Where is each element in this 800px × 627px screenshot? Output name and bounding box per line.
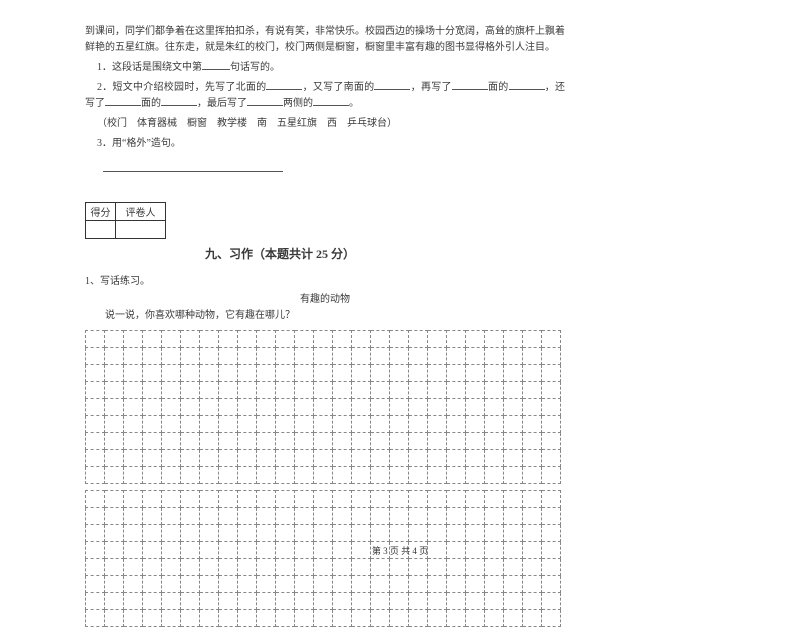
q2-i: 。: [349, 98, 359, 109]
blank[interactable]: [161, 96, 197, 106]
page-footer: 第 3 页 共 4 页: [0, 544, 800, 557]
q2-d: 面的: [488, 82, 509, 93]
blank[interactable]: [452, 80, 488, 90]
blank[interactable]: [247, 96, 283, 106]
writing-title: 有趣的动物: [85, 290, 565, 305]
writing-grid-2[interactable]: [85, 490, 565, 627]
q2-f: 面的: [141, 98, 161, 109]
q2-a: 2．短文中介绍校园时，先写了北面的: [97, 82, 266, 93]
question-1: 1．这段话是围绕文中第 句话写的。: [85, 60, 565, 76]
blank[interactable]: [509, 80, 545, 90]
q1-text-b: 句话写的。: [230, 62, 280, 73]
grader-cell[interactable]: [116, 221, 166, 239]
writing-grid-1[interactable]: [85, 330, 565, 484]
answer-line[interactable]: [103, 158, 283, 172]
blank[interactable]: [202, 60, 230, 70]
writing-q: 1、写话练习。: [85, 272, 565, 287]
q2-h: 两侧的: [283, 98, 313, 109]
score-cell[interactable]: [86, 221, 116, 239]
blank[interactable]: [374, 80, 410, 90]
score-table: 得分 评卷人: [85, 202, 166, 239]
score-label: 得分: [86, 203, 116, 221]
section-title: 九、习作（本题共计 25 分）: [205, 245, 565, 262]
q1-text-a: 1．这段话是围绕文中第: [97, 62, 202, 73]
q2-g: ，最后写了: [197, 98, 247, 109]
question-3: 3．用“格外”造句。: [85, 136, 565, 152]
question-2: 2．短文中介绍校园时，先写了北面的，又写了南面的，再写了面的，还写了面的，最后写…: [85, 80, 565, 112]
grader-label: 评卷人: [116, 203, 166, 221]
blank[interactable]: [266, 80, 302, 90]
q2-c: ，再写了: [410, 82, 451, 93]
blank[interactable]: [313, 96, 349, 106]
reading-passage: 到课间，同学们都争着在这里挥拍扣杀，有说有笑，非常快乐。校园西边的操场十分宽阔，…: [85, 24, 565, 56]
q2-b: ，又写了南面的: [302, 82, 374, 93]
blank[interactable]: [105, 96, 141, 106]
word-bank: （校门 体育器械 橱窗 教学楼 南 五星红旗 西 乒乓球台）: [85, 116, 565, 132]
writing-prompt: 说一说，你喜欢哪种动物，它有趣在哪儿？: [85, 308, 565, 324]
